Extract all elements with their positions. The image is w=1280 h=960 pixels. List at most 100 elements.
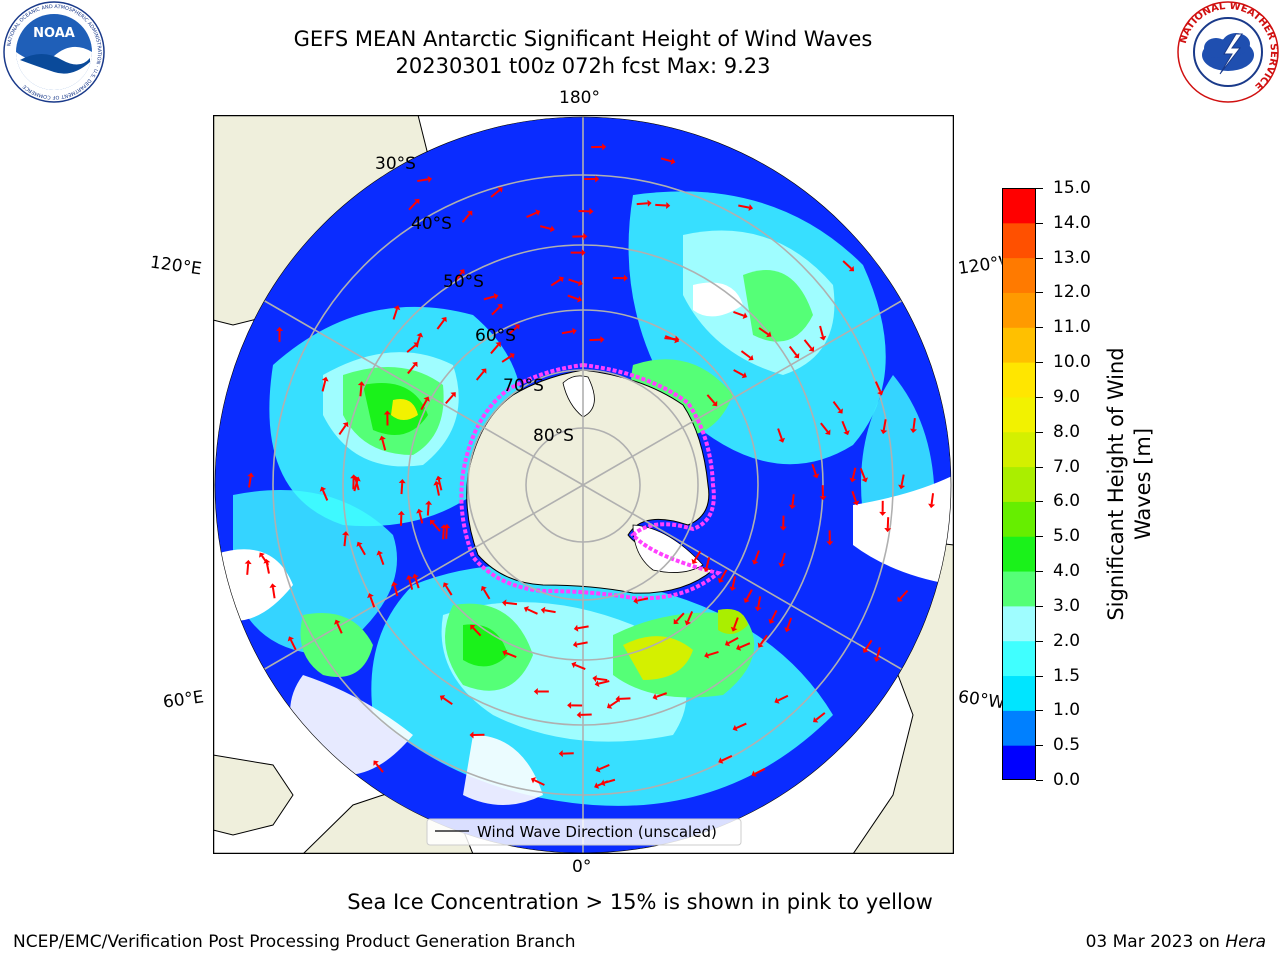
wave-arrow-head [469,731,474,739]
wave-arrow-shaft [417,178,429,183]
wave-arrow-head [741,372,747,379]
wave-arrow-head [540,606,546,614]
wave-arrow-shaft [550,278,561,287]
wave-arrow-head [321,376,329,382]
wave-arrow-shaft [598,680,610,685]
wave-arrow-shaft [507,326,518,336]
wave-arrow-shaft [912,418,916,430]
colorbar-tick-label: 14.0 [1053,212,1091,233]
wave-arrow-shaft [375,762,384,773]
wave-arrow-head [718,757,724,764]
wave-arrow-head [861,477,868,483]
wave-arrow-shaft [505,601,518,606]
wave-arrow-shaft [609,698,621,707]
wave-arrow-head [558,276,564,283]
wave-arrow-shaft [660,157,672,163]
wave-arrow-shaft [899,589,909,600]
colorbar-segment [1002,501,1036,537]
wave-arrow-head [594,782,600,789]
noaa-logo-text: NOAA [33,26,75,41]
wave-arrow-shaft [745,589,753,600]
wave-arrow-head [356,541,363,547]
colorbar-tick-label: 15.0 [1053,178,1091,198]
lon-label-60w: 60°W [956,687,1004,713]
wave-arrow-head [788,504,796,510]
wave-arrow-head [754,606,762,612]
colorbar-tick-label: 7.0 [1053,456,1081,477]
colorbar-tick-label: 12.0 [1053,282,1091,303]
wave-arrow-head [724,640,731,647]
wave-arrow-head [623,274,628,282]
wave-arrow-shaft [788,345,798,356]
wave-arrow-head [848,265,855,272]
wave-arrow-head [442,582,449,588]
colorbar-tick-label: 0.0 [1053,770,1081,790]
colorbar-tick-mark [1036,466,1043,468]
footer-credit: NCEP/EMC/Verification Post Processing Pr… [13,932,576,952]
colorbar-tick-label: 13.0 [1053,247,1091,268]
wave-arrow-shaft [740,350,751,359]
wave-arrow-head [826,541,834,546]
colorbar-segment [1002,640,1036,677]
wind-wave-arrows [244,143,936,789]
wave-arrow-shaft [604,778,616,784]
wave-arrow-head [287,636,294,642]
colorbar-tick-label: 2.0 [1053,630,1081,651]
wave-arrow-head [269,583,277,588]
colorbar-segment [1002,431,1036,468]
wave-arrow-shaft [491,306,501,316]
wave-arrow-head [423,396,430,402]
wave-arrow-head [880,429,888,435]
wave-arrow-head [357,381,365,386]
colorbar-segment [1002,710,1036,746]
wave-arrow-head [793,353,800,359]
colorbar-segment [1002,605,1036,642]
wave-arrow-head [711,400,718,407]
wave-arrow-head [778,437,786,443]
wave-arrow-head [704,651,710,659]
wave-arrow-head [567,701,572,709]
wave-arrow-shaft [322,489,329,501]
wave-arrow-head [481,368,487,374]
wave-arrow-head [572,640,578,648]
wave-arrow-head [824,429,831,435]
wave-arrow-shaft [786,617,793,629]
wave-arrow-head [412,361,418,368]
wave-arrow-head [910,428,917,434]
wave-arrow-shaft [527,608,538,615]
wave-arrow-shaft [803,339,813,350]
wave-arrow-head [729,586,737,592]
wave-arrow-head [897,596,903,602]
colorbar-label: Significant Height of Wind Waves [m] [1104,347,1155,621]
colorbar-tick-mark [1036,605,1043,607]
wave-arrow-shaft [733,369,744,377]
wave-arrow-shaft [589,338,601,342]
wave-arrow-head [717,577,725,583]
colorbar-segment [1002,745,1036,780]
wave-arrow-shaft [820,422,829,433]
wave-arrow-head [441,316,447,323]
colorbar-tick-mark [1036,710,1043,712]
colorbar-segment [1002,188,1036,224]
wave-arrow-shaft [436,319,445,330]
wave-arrow-shaft [720,569,728,580]
wave-arrow-head [736,644,742,651]
wave-arrow-shaft [738,204,750,209]
wave-arrow-head [412,573,419,579]
wave-arrow-shaft [442,528,445,540]
colorbar-segment [1002,396,1036,433]
wave-arrow-head [383,410,391,415]
wave-arrow-shaft [882,419,887,431]
wave-arrow-shaft [461,213,471,223]
wave-arrow-head [435,475,443,481]
wave-arrow-shaft [791,494,795,506]
wave-arrow-shaft [381,439,387,451]
sea-ice-edge [459,362,723,601]
wave-arrow-head [819,335,827,341]
wave-arrow-head [244,559,252,565]
colorbar-segment [1002,327,1036,363]
wave-arrow-shaft [408,578,414,590]
wave-arrow-head [674,336,680,344]
colorbar-tick-mark [1036,222,1043,224]
wave-arrow-shaft [842,260,852,270]
